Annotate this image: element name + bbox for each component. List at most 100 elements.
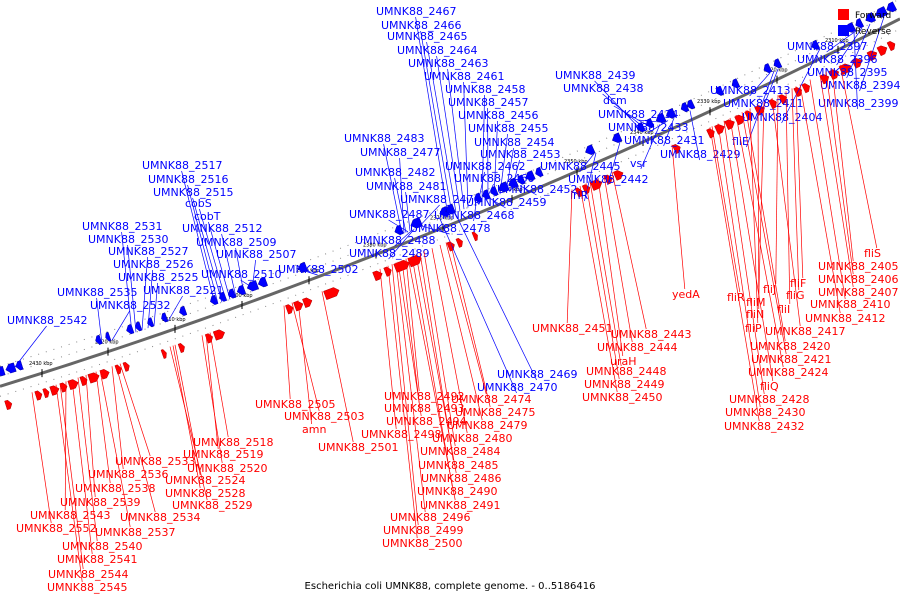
gene-label[interactable]: UMNK88_2490	[417, 485, 497, 498]
gene-label[interactable]: UMNK88_2527	[108, 245, 188, 258]
gene-label[interactable]: UMNK88_2456	[458, 109, 538, 122]
gene-label[interactable]: UMNK88_2503	[284, 410, 364, 423]
gene-label[interactable]: UMNK88_2450	[582, 391, 662, 404]
gene-label[interactable]: UMNK88_2395	[807, 66, 887, 79]
gene-label[interactable]: UMNK88_2458	[445, 83, 525, 96]
gene-label[interactable]: UMNK88_2499	[383, 524, 463, 537]
label-connector	[455, 213, 537, 380]
gene-label[interactable]: dcm	[603, 94, 627, 107]
gene-label[interactable]: UMNK88_2421	[751, 353, 831, 366]
gene-label[interactable]: UMNK88_2459	[466, 196, 546, 209]
gene-label[interactable]: UMNK88_2510	[201, 268, 281, 281]
gene-label[interactable]: UMNK88_2485	[418, 459, 498, 472]
gene-label[interactable]: UMNK88_2413	[710, 84, 790, 97]
label-connector	[112, 311, 130, 340]
forward-gene	[302, 298, 312, 308]
gene-label[interactable]: UMNK88_2512	[182, 222, 262, 235]
gene-label[interactable]: UMNK88_2533	[115, 455, 195, 468]
gene-label[interactable]: UMNK88_2463	[408, 57, 488, 70]
gene-label[interactable]: UMNK88_2396	[797, 53, 877, 66]
gene-label[interactable]: UMNK88_2467	[376, 5, 456, 18]
gene-label[interactable]: UMNK88_2451	[532, 322, 612, 335]
gene-label[interactable]: UMNK88_2394	[820, 79, 900, 92]
gene-label[interactable]: UMNK88_2484	[420, 445, 500, 458]
gene-label[interactable]: UMNK88_2488	[355, 234, 435, 247]
gene-label[interactable]: UMNK88_2552	[16, 522, 96, 535]
gene-label[interactable]: UMNK88_2452	[497, 183, 577, 196]
gene-label[interactable]: UMNK88_2516	[148, 173, 228, 186]
gene-label[interactable]: UMNK88_2420	[750, 340, 830, 353]
gene-label[interactable]: UMNK88_2526	[113, 258, 193, 271]
gene-label[interactable]: UMNK88_2443	[611, 328, 691, 341]
gene-label[interactable]: UMNK88_2439	[555, 69, 635, 82]
gene-label[interactable]: UMNK88_2507	[216, 248, 296, 261]
gene-label[interactable]: UMNK88_2397	[787, 40, 867, 53]
gene-label[interactable]: vsr	[630, 157, 647, 170]
gene-label[interactable]: UMNK88_2545	[47, 581, 127, 594]
gene-label[interactable]: cobS	[185, 197, 212, 210]
gene-label[interactable]: UMNK88_2469	[497, 368, 577, 381]
gene-label[interactable]: UMNK88_2482	[355, 166, 435, 179]
gene-label[interactable]: UMNK88_2486	[421, 472, 501, 485]
gene-label[interactable]: UMNK88_2442	[568, 173, 648, 186]
label-connector	[406, 259, 419, 391]
gene-label[interactable]: UMNK88_2412	[805, 312, 885, 325]
gene-label[interactable]: UMNK88_2487	[349, 208, 429, 221]
label-connector	[284, 306, 290, 399]
gene-label[interactable]: UMNK88_2430	[725, 406, 805, 419]
gene-label[interactable]: UMNK88_2501	[318, 441, 398, 454]
forward-gene	[877, 46, 887, 56]
gene-label[interactable]: UMNK88_2498	[361, 428, 441, 441]
gene-label[interactable]: UMNK88_2461	[424, 70, 504, 83]
gene-label[interactable]: fliG	[786, 289, 805, 302]
gene-label[interactable]: UMNK88_2524	[165, 474, 245, 487]
gene-label[interactable]: UMNK88_2465	[387, 30, 467, 43]
gene-label[interactable]: yedA	[672, 288, 700, 301]
gene-label[interactable]: UMNK88_2431	[624, 134, 704, 147]
gene-label[interactable]: UMNK88_2543	[30, 509, 110, 522]
gene-label[interactable]: UMNK88_2434	[598, 108, 678, 121]
gene-label[interactable]: UMNK88_2483	[344, 132, 424, 145]
gene-label[interactable]: UMNK88_2479	[447, 419, 527, 432]
gene-label[interactable]: UMNK88_2544	[48, 568, 128, 581]
tick-label: 2330 kbp	[697, 99, 721, 105]
gene-label[interactable]: UMNK88_2489	[349, 247, 429, 260]
gene-label[interactable]: UMNK88_2536	[88, 468, 168, 481]
gene-label[interactable]: amn	[302, 423, 326, 436]
gene-label[interactable]: UMNK88_2474	[451, 393, 531, 406]
gene-label[interactable]: UMNK88_2455	[468, 122, 548, 135]
gene-label[interactable]: UMNK88_2404	[742, 111, 822, 124]
gene-label[interactable]: irlR	[570, 189, 589, 202]
gene-label[interactable]: UMNK88_2468	[434, 209, 514, 222]
gene-label[interactable]: UMNK88_2534	[120, 511, 200, 524]
gene-label[interactable]: UMNK88_2432	[724, 420, 804, 433]
gene-label[interactable]: UMNK88_2535	[57, 286, 137, 299]
gene-label[interactable]: UMNK88_2406	[818, 273, 898, 286]
gene-label[interactable]: UMNK88_2500	[382, 537, 462, 550]
gene-label[interactable]: UMNK88_2448	[586, 365, 666, 378]
gene-label[interactable]: UMNK88_2541	[57, 553, 137, 566]
gene-label[interactable]: UMNK88_2405	[818, 260, 898, 273]
gene-label[interactable]: UMNK88_2496	[390, 511, 470, 524]
gene-label[interactable]: UMNK88_2475	[455, 406, 535, 419]
gene-label[interactable]: UMNK88_2537	[95, 526, 175, 539]
gene-label[interactable]: UMNK88_2540	[62, 540, 142, 553]
gene-label[interactable]: UMNK88_2445	[540, 160, 620, 173]
gene-label[interactable]: UMNK88_2410	[810, 298, 890, 311]
gene-label[interactable]: fliR	[727, 291, 745, 304]
gene-label[interactable]: UMNK88_2449	[584, 378, 664, 391]
gene-label[interactable]: UMNK88_2464	[397, 44, 477, 57]
gene-label[interactable]: UMNK88_2517	[142, 159, 222, 172]
gene-label[interactable]: UMNK88_2481	[366, 180, 446, 193]
gene-label[interactable]: UMNK88_2531	[82, 220, 162, 233]
gene-label[interactable]: UMNK88_2525	[118, 271, 198, 284]
gene-label[interactable]: UMNK88_2538	[75, 482, 155, 495]
gene-label[interactable]: UMNK88_2532	[90, 299, 170, 312]
gene-label[interactable]: fliS	[864, 247, 881, 260]
gene-label[interactable]: UMNK88_2502	[278, 263, 358, 276]
gene-label[interactable]: UMNK88_2542	[7, 314, 87, 327]
gene-label[interactable]: UMNK88_2433	[608, 121, 688, 134]
gene-label[interactable]: UMNK88_2457	[448, 96, 528, 109]
gene-label[interactable]: UMNK88_2428	[729, 393, 809, 406]
gene-label[interactable]: UMNK88_2477	[360, 146, 440, 159]
